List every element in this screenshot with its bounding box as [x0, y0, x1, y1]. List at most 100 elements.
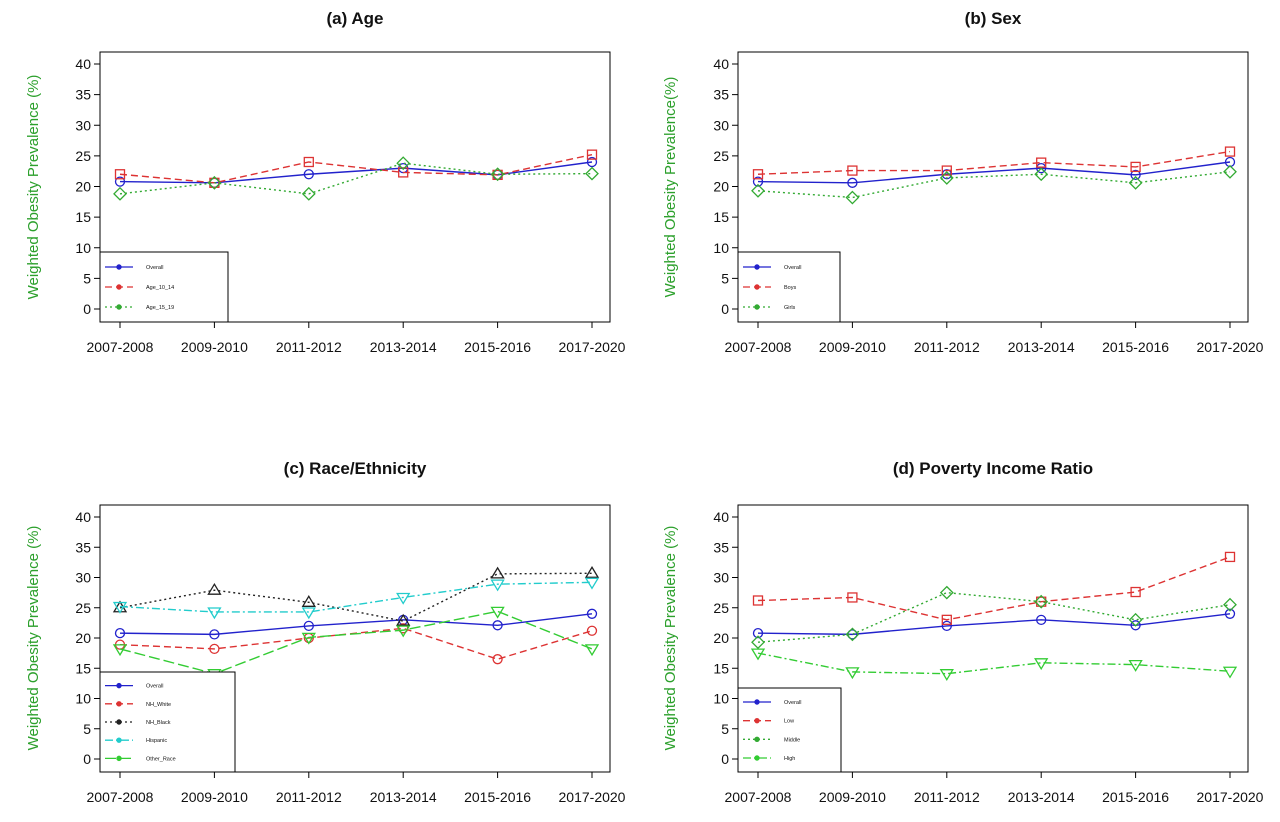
x-tick-label: 2015-2016	[1102, 789, 1169, 805]
y-tick-label: 25	[75, 600, 91, 616]
legend: Overall Age_10_14 Age_15_19	[99, 251, 229, 323]
data-point	[584, 577, 600, 590]
x-tick-label: 2017-2020	[1197, 789, 1264, 805]
x-tick-label: 2009-2010	[819, 339, 886, 355]
x-tick-label: 2015-2016	[464, 339, 531, 355]
x-tick-label: 2011-2012	[914, 339, 980, 355]
data-point	[1034, 167, 1049, 182]
panel-title: (c) Race/Ethnicity	[284, 459, 427, 478]
series-Middle	[751, 585, 1237, 650]
data-point	[490, 606, 505, 619]
data-point	[584, 566, 600, 578]
data-point	[1130, 161, 1141, 173]
legend-marker	[754, 264, 760, 270]
y-tick-label: 20	[713, 630, 729, 646]
legend-marker	[116, 304, 122, 310]
legend-label: Overall	[146, 684, 163, 690]
data-point	[586, 149, 598, 160]
series-line	[119, 161, 593, 184]
legend-box	[99, 671, 236, 773]
y-tick-label: 35	[713, 539, 729, 555]
data-point	[847, 165, 858, 176]
series-line	[757, 613, 1231, 636]
y-tick-label: 40	[75, 56, 91, 72]
x-tick-label: 2017-2020	[559, 789, 626, 805]
y-tick-label: 0	[83, 751, 91, 767]
series-Girls	[751, 164, 1237, 205]
data-point	[1224, 551, 1236, 563]
legend-label: High	[784, 756, 795, 762]
series-Overall	[752, 156, 1236, 188]
y-tick-label: 40	[75, 509, 91, 525]
data-point	[1224, 146, 1236, 157]
data-point	[752, 628, 764, 639]
x-tick-label: 2007-2008	[87, 789, 154, 805]
data-point	[398, 167, 409, 178]
y-tick-label: 0	[721, 751, 729, 767]
data-point	[752, 176, 764, 187]
data-point	[114, 628, 126, 639]
legend-marker	[754, 699, 760, 705]
x-tick-label: 2007-2008	[725, 789, 792, 805]
data-point	[112, 644, 128, 657]
data-point	[586, 156, 598, 168]
legend-label: Hispanic	[146, 738, 167, 744]
legend-marker	[116, 755, 122, 762]
legend-marker	[116, 264, 122, 270]
data-point	[114, 169, 126, 180]
data-point	[303, 156, 314, 168]
data-point	[1036, 162, 1047, 174]
data-point	[209, 643, 220, 655]
y-tick-label: 20	[75, 630, 91, 646]
series-Hispanic	[112, 577, 600, 620]
series-Overall	[114, 156, 598, 188]
legend-marker	[754, 284, 760, 290]
data-point	[584, 644, 600, 657]
data-point	[1034, 658, 1049, 671]
x-tick-label: 2009-2010	[181, 339, 248, 355]
data-point	[209, 629, 220, 640]
y-axis-label: Weighted Obesity Prevalence(%)	[662, 77, 679, 298]
legend-label: Age_10_14	[146, 285, 174, 291]
data-point	[490, 579, 505, 592]
data-point	[845, 627, 860, 642]
legend-label: NH_Black	[146, 720, 171, 726]
series-line	[757, 161, 1231, 184]
x-tick-label: 2013-2014	[370, 339, 437, 355]
legend: Overall NH_White NH_Black Hispanic Other_Rac…	[99, 671, 236, 773]
y-tick-label: 5	[83, 721, 91, 737]
data-point	[586, 625, 598, 636]
data-point	[113, 186, 127, 201]
data-point	[301, 607, 316, 620]
data-point	[1223, 164, 1237, 179]
series-line	[119, 581, 593, 613]
x-tick-label: 2015-2016	[1102, 339, 1169, 355]
data-point	[941, 165, 952, 176]
data-point	[301, 632, 316, 645]
legend: Overall Boys Girls	[737, 251, 841, 323]
x-tick-label: 2015-2016	[464, 789, 531, 805]
panel-title: (d) Poverty Income Ratio	[893, 459, 1093, 478]
y-tick-label: 35	[75, 87, 91, 103]
y-tick-label: 5	[721, 270, 729, 286]
x-tick-label: 2007-2008	[87, 339, 154, 355]
series-line	[119, 613, 593, 636]
x-tick-label: 2013-2014	[370, 789, 437, 805]
data-point	[751, 635, 765, 650]
y-tick-label: 10	[713, 240, 729, 256]
series-Age_15_19	[113, 156, 599, 201]
series-High	[750, 648, 1238, 681]
legend-marker	[116, 701, 122, 707]
data-point	[114, 176, 126, 187]
legend-label: Overall	[784, 700, 801, 706]
data-point	[752, 595, 764, 606]
y-tick-label: 15	[75, 209, 91, 225]
data-point	[1130, 586, 1141, 598]
series-NH_Black	[112, 566, 600, 626]
x-tick-label: 2011-2012	[914, 789, 980, 805]
data-point	[1130, 620, 1141, 631]
series-Overall	[752, 608, 1236, 640]
data-point	[301, 595, 316, 607]
y-tick-label: 5	[721, 721, 729, 737]
